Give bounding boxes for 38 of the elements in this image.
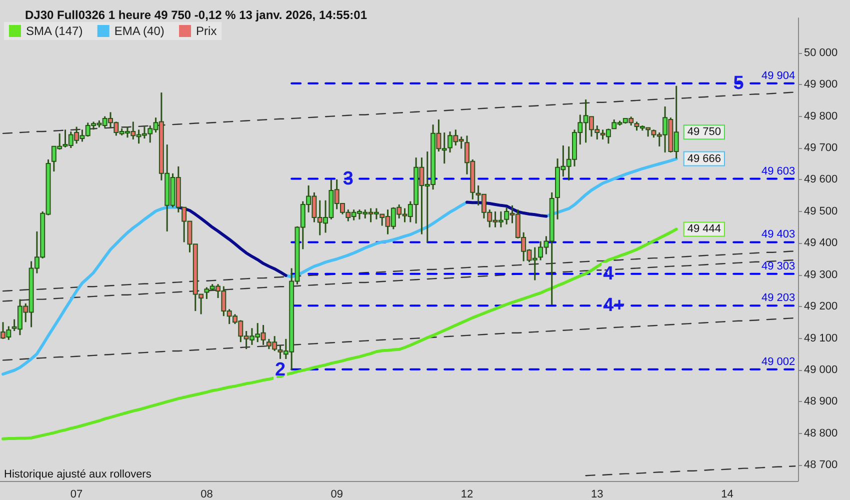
legend-label: EMA (40) bbox=[114, 24, 164, 38]
series-label: 49 403 bbox=[762, 228, 796, 241]
y-tick-label: 48 900 bbox=[804, 396, 838, 408]
y-tick-label: 49 900 bbox=[804, 78, 838, 91]
series-label: 49 603 bbox=[762, 165, 796, 178]
data-label: 49 444 bbox=[687, 223, 721, 236]
line-series bbox=[2, 250, 796, 292]
y-tick-label: 50 000 bbox=[804, 46, 838, 59]
legend-label: SMA (147) bbox=[26, 24, 83, 38]
series-label: 49 203 bbox=[762, 292, 796, 304]
line-series bbox=[585, 465, 796, 476]
y-tick-label: 49 700 bbox=[804, 142, 838, 154]
y-tick-label: 49 100 bbox=[804, 332, 838, 344]
y-tick-label: 48 700 bbox=[804, 459, 838, 472]
annotation: Historique ajusté aux rollovers bbox=[4, 468, 152, 480]
line-series bbox=[2, 228, 678, 440]
text: 49 750 bbox=[687, 126, 721, 138]
series-label: 49 303 bbox=[762, 260, 796, 272]
x-tick-label: 12 bbox=[460, 488, 474, 500]
y-tick-label: 49 800 bbox=[804, 110, 838, 122]
y-tick-label: 48 800 bbox=[804, 427, 838, 440]
series-label: 49 002 bbox=[762, 356, 796, 368]
x-tick-label: 14 bbox=[721, 488, 734, 500]
y-tick-label: 49 000 bbox=[804, 364, 838, 376]
chart-title: DJ30 Full0326 1 heure 49 750 -0,12 % 13 janv. 2026, 14:55:01 bbox=[25, 8, 368, 22]
y-tick-label: 49 400 bbox=[804, 237, 838, 250]
annotation: 2 bbox=[275, 360, 286, 381]
x-tick-label: 07 bbox=[70, 488, 83, 500]
x-tick-label: 09 bbox=[330, 488, 343, 500]
x-tick-label: 13 bbox=[591, 488, 604, 500]
series-label: 49 904 bbox=[762, 70, 796, 82]
x-tick-label: 08 bbox=[200, 488, 213, 500]
data-label: 49 666 bbox=[687, 152, 721, 165]
y-tick-label: 49 600 bbox=[804, 174, 838, 186]
y-tick-label: 49 300 bbox=[804, 268, 838, 281]
y-tick-label: 49 500 bbox=[804, 205, 838, 218]
legend-label: Prix bbox=[196, 24, 217, 38]
y-tick-label: 49 200 bbox=[804, 300, 838, 313]
